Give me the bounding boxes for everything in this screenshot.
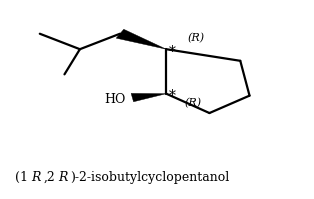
Text: (R): (R) (185, 98, 202, 108)
Polygon shape (131, 93, 166, 102)
Text: R: R (58, 171, 68, 184)
Text: (1: (1 (15, 171, 28, 184)
Polygon shape (116, 29, 166, 49)
Text: HO: HO (105, 93, 126, 106)
Text: R: R (32, 171, 41, 184)
Text: )-2-isobutylcyclopentanol: )-2-isobutylcyclopentanol (70, 171, 230, 184)
Text: (R): (R) (188, 32, 205, 43)
Text: *: * (169, 45, 176, 59)
Text: ,2: ,2 (43, 171, 55, 184)
Text: *: * (169, 89, 176, 103)
